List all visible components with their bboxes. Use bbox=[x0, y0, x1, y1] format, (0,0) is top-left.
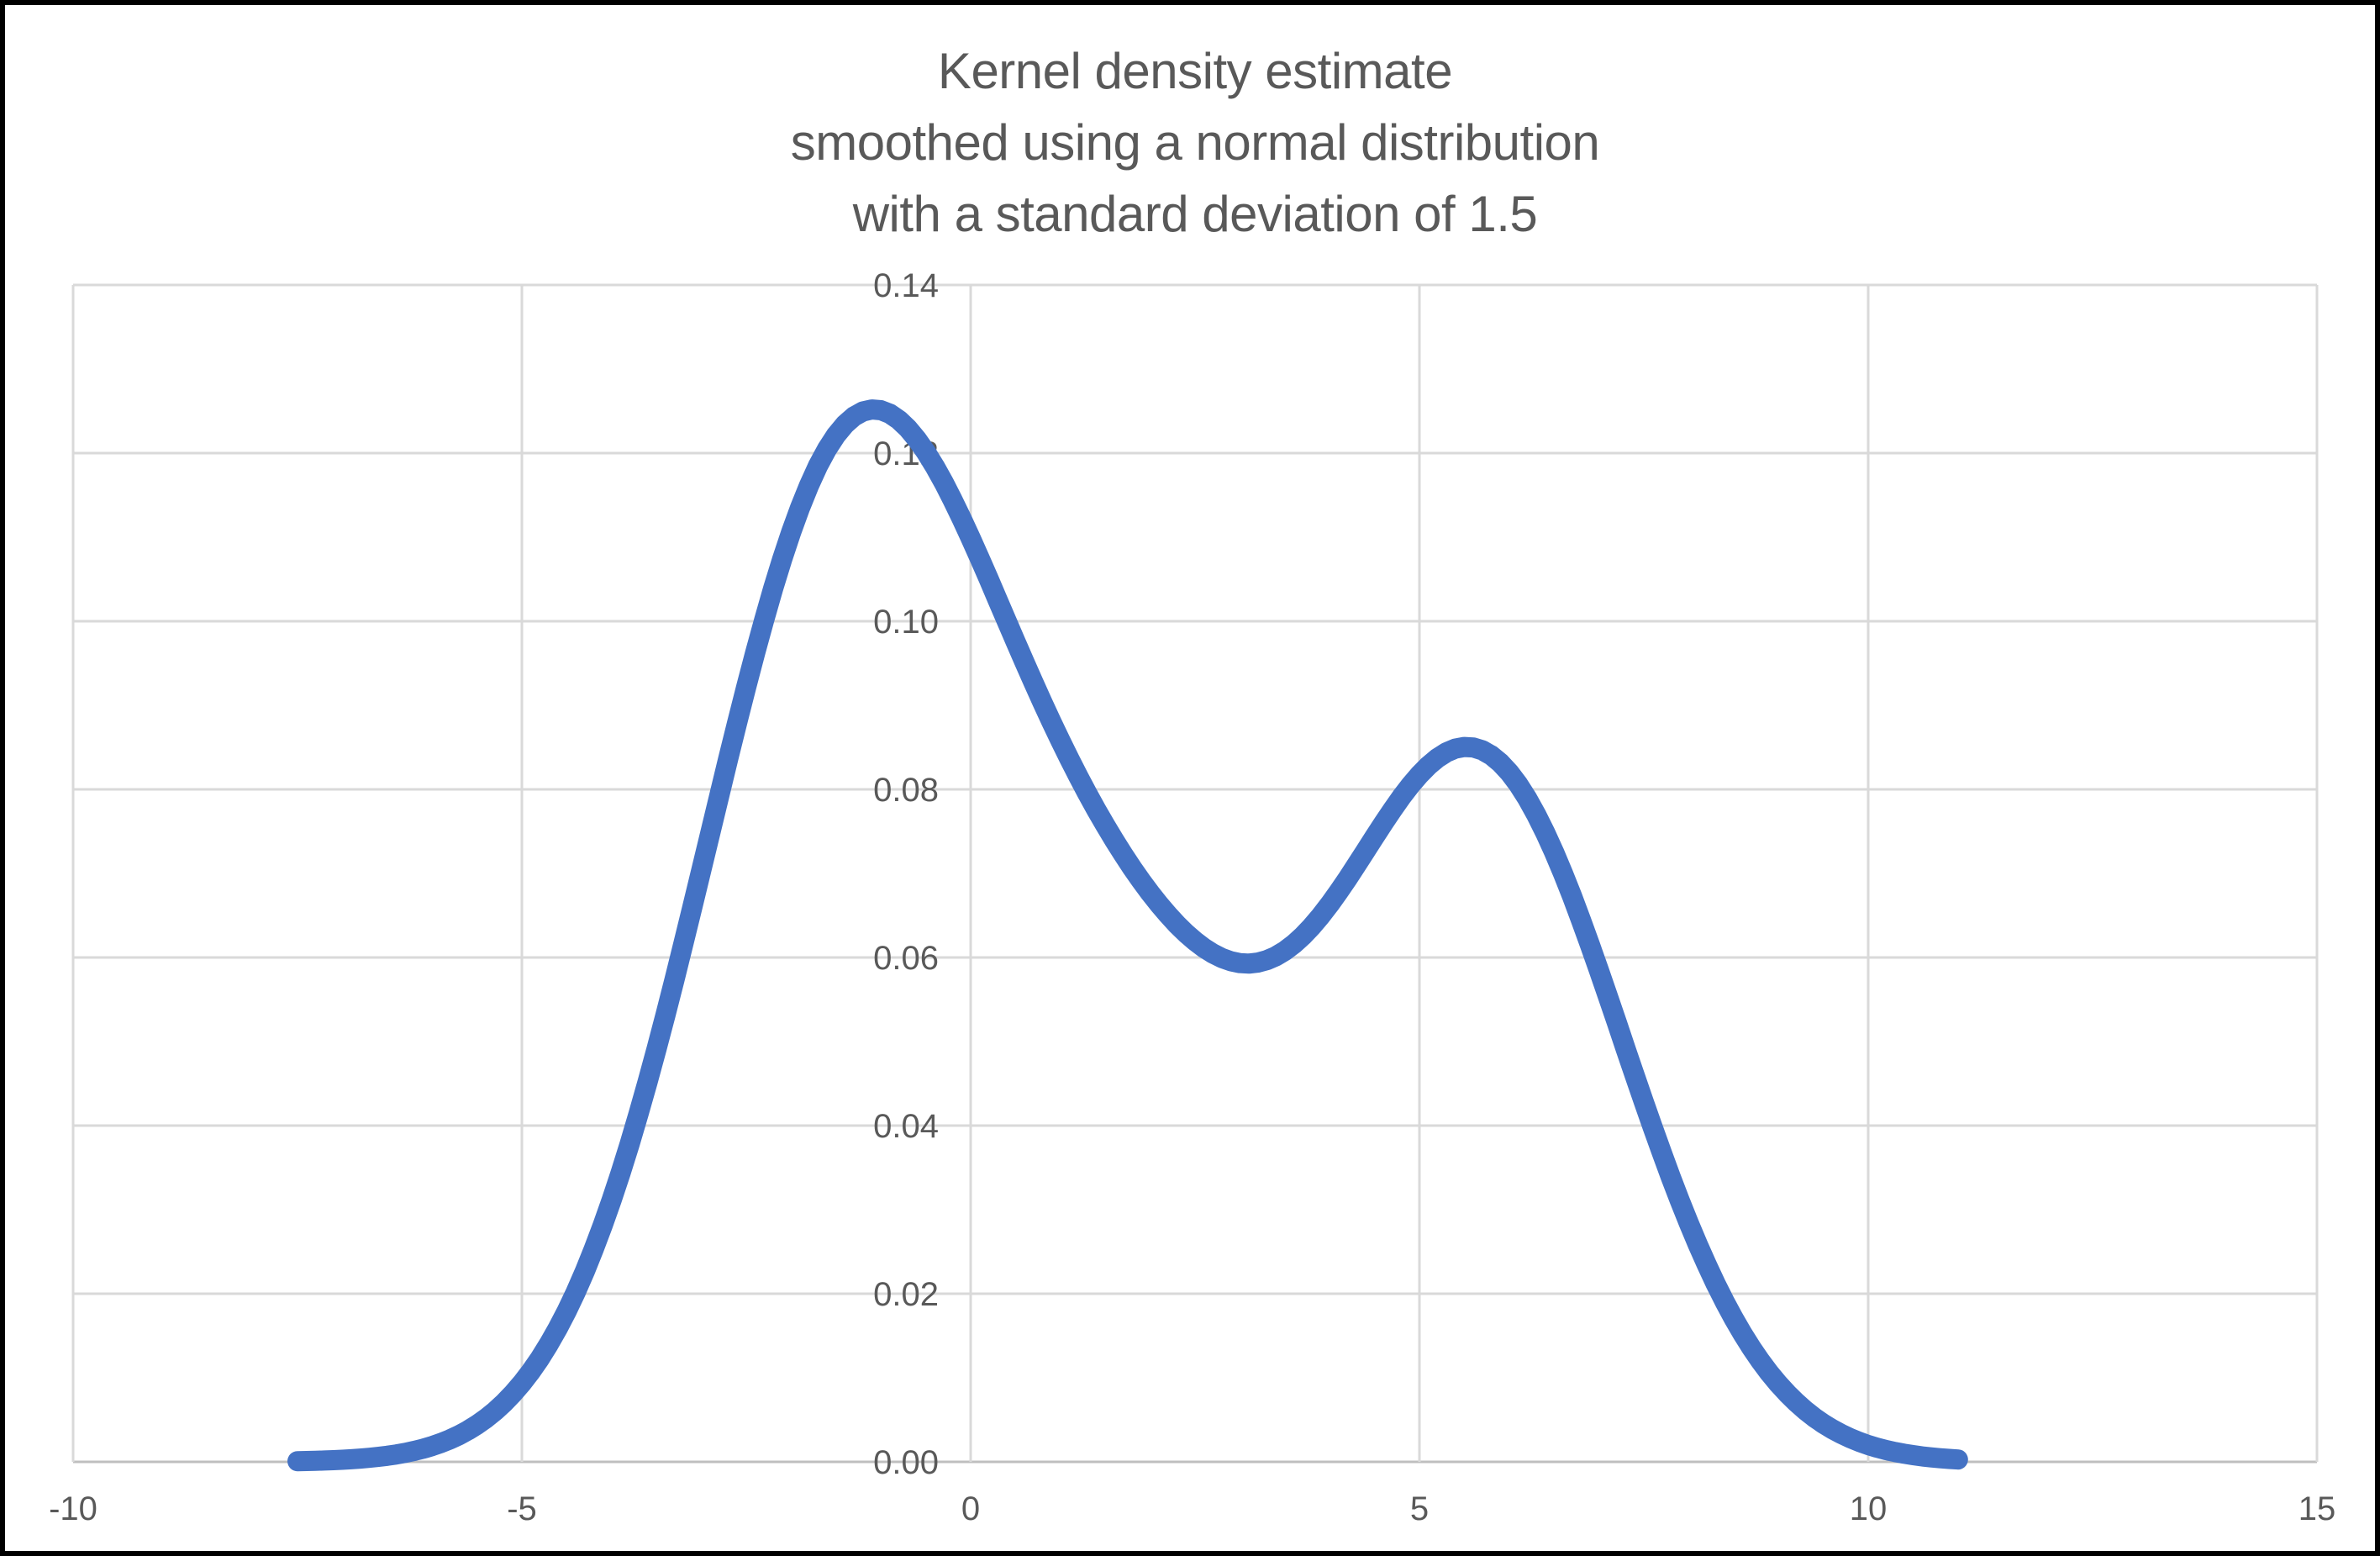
chart-title-line-1: Kernel density estimate bbox=[937, 43, 1453, 99]
kde-plot-area: 0.000.020.040.060.080.100.120.14-10 -5 0 5 1… bbox=[49, 267, 2336, 1527]
x-tick-label: 15 bbox=[2298, 1490, 2336, 1527]
y-tick-label: 0.02 bbox=[873, 1276, 939, 1313]
y-tick-label: 0.14 bbox=[873, 267, 939, 304]
y-tick-label: 0.00 bbox=[873, 1444, 939, 1481]
chart-title: Kernel density estimate smoothed using a… bbox=[5, 35, 2375, 250]
x-tick-label: 10 bbox=[1850, 1490, 1888, 1527]
chart-title-line-3: with a standard deviation of 1.5 bbox=[852, 186, 1538, 242]
x-tick-label: -5 bbox=[507, 1490, 537, 1527]
x-tick-label: -10 bbox=[49, 1490, 97, 1527]
y-tick-label: 0.08 bbox=[873, 772, 939, 809]
x-tick-label: 5 bbox=[1410, 1490, 1429, 1527]
x-tick-label: 0 bbox=[961, 1490, 980, 1527]
y-tick-label: 0.10 bbox=[873, 604, 939, 641]
y-tick-label: 0.04 bbox=[873, 1108, 939, 1145]
y-tick-label: 0.06 bbox=[873, 940, 939, 977]
kde-curve bbox=[287, 399, 1968, 1472]
chart-title-line-2: smoothed using a normal distribution bbox=[790, 114, 1600, 171]
